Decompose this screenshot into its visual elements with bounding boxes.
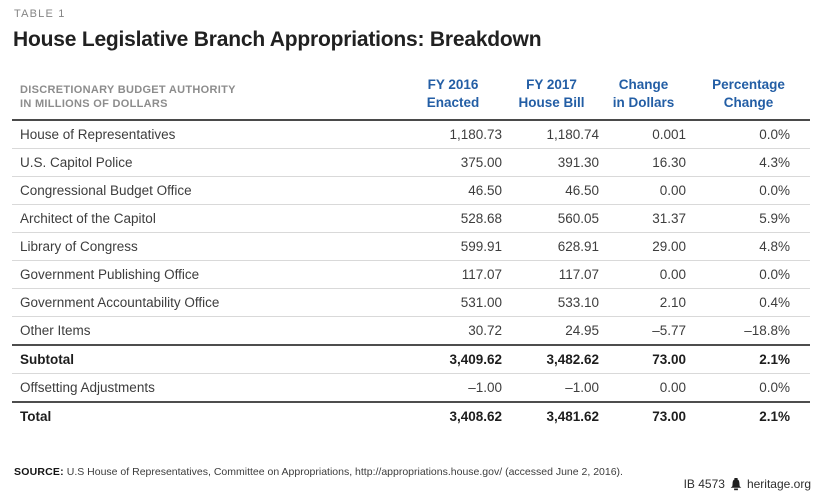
cell-fy2017: 560.05 — [503, 203, 600, 233]
column-header-percentage-change: Percentage Change — [687, 76, 810, 121]
appropriations-table: DISCRETIONARY BUDGET AUTHORITY IN MILLIO… — [12, 76, 810, 430]
column-header-line: Change — [723, 94, 774, 110]
cell-change-dollars: 73.00 — [600, 343, 687, 374]
table-row: Government Accountability Office 531.00 … — [12, 287, 810, 317]
cell-fy2017: 1,180.74 — [546, 126, 599, 142]
cell-fy2016: 528.68 — [403, 203, 503, 233]
cell-percentage-change: 4.3% — [687, 147, 810, 177]
report-table-figure: TABLE 1 House Legislative Branch Appropr… — [12, 8, 815, 491]
table-row: Government Publishing Office 117.07 117.… — [12, 259, 810, 289]
cell-percentage-change: 0.0% — [687, 259, 810, 289]
stub-header-line1: DISCRETIONARY BUDGET AUTHORITY — [20, 83, 236, 96]
liberty-bell-icon — [730, 477, 742, 491]
cell-fy2017: 3,482.62 — [503, 343, 600, 374]
source-text: U.S House of Representatives, Committee … — [63, 465, 623, 478]
cell-fy2016: 30.72 — [403, 315, 503, 345]
column-header-line: FY 2016 — [427, 77, 479, 92]
row-label: Government Publishing Office — [12, 259, 403, 289]
cell-percentage-change: 2.1% — [687, 400, 810, 430]
cell-percentage-change: 4.8% — [687, 231, 810, 261]
cell-fy2016: 375.00 — [403, 147, 503, 177]
cell-change-dollars: –5.77 — [600, 315, 687, 345]
row-label: Total — [12, 400, 403, 430]
table-row: Architect of the Capitol 528.68 560.05 3… — [12, 203, 810, 233]
table-row: Subtotal 3,409.62 3,482.62 73.00 2.1% — [12, 343, 810, 374]
table-row: Congressional Budget Office 46.50 46.50 … — [12, 175, 810, 205]
cell-fy2017: 46.50 — [503, 175, 600, 205]
cell-change-dollars: 2.10 — [600, 287, 687, 317]
cell-change-dollars: 0.00 — [600, 372, 687, 402]
stub-header-line2: IN MILLIONS OF DOLLARS — [20, 98, 168, 111]
stub-header: DISCRETIONARY BUDGET AUTHORITY IN MILLIO… — [12, 76, 403, 121]
row-label: Subtotal — [12, 343, 403, 374]
cell-change-dollars: 0.00 — [600, 259, 687, 289]
cell-fy2016: 3,409.62 — [403, 343, 503, 374]
row-label: Other Items — [12, 315, 403, 345]
cell-change-dollars: 0.001 — [652, 126, 686, 142]
row-label: Architect of the Capitol — [12, 203, 403, 233]
column-header-line: House Bill — [518, 94, 585, 110]
cell-change-dollars: 73.00 — [600, 400, 687, 430]
table-row: House of Representatives 1,180.73 1,180.… — [12, 120, 810, 149]
cell-percentage-change: –18.8% — [687, 315, 810, 345]
cell-percentage-change: 5.9% — [687, 203, 810, 233]
column-header-line: in Dollars — [612, 94, 675, 110]
cell-fy2016: 531.00 — [403, 287, 503, 317]
column-header-change-dollars: Change in Dollars — [600, 76, 687, 121]
cell-fy2017: 117.07 — [503, 259, 600, 289]
cell-fy2017: 391.30 — [503, 147, 600, 177]
column-header-fy2017: FY 2017 House Bill — [503, 76, 600, 121]
row-label: Offsetting Adjustments — [12, 372, 403, 402]
cell-percentage-change: 0.0% — [687, 372, 810, 402]
cell-change-dollars: 31.37 — [600, 203, 687, 233]
page-title: House Legislative Branch Appropriations:… — [13, 28, 542, 51]
table-header: DISCRETIONARY BUDGET AUTHORITY IN MILLIO… — [12, 76, 810, 121]
cell-fy2017: –1.00 — [503, 372, 600, 402]
cell-fy2017: 3,481.62 — [503, 400, 600, 430]
table-row: U.S. Capitol Police 375.00 391.30 16.30 … — [12, 147, 810, 177]
cell-fy2017: 24.95 — [503, 315, 600, 345]
column-header-fy2016: FY 2016 Enacted — [403, 76, 503, 121]
table-label: TABLE 1 — [14, 8, 66, 20]
source-note: SOURCE: U.S House of Representatives, Co… — [12, 466, 815, 478]
cell-fy2016: 1,180.73 — [449, 126, 502, 142]
cell-fy2016: 3,408.62 — [403, 400, 503, 430]
cell-fy2016: –1.00 — [403, 372, 503, 402]
row-label: Government Accountability Office — [12, 287, 403, 317]
source-label: SOURCE: — [14, 465, 64, 478]
row-label: Congressional Budget Office — [12, 175, 403, 205]
table-row: Other Items 30.72 24.95 –5.77 –18.8% — [12, 315, 810, 345]
cell-percentage-change: 0.0% — [687, 175, 810, 205]
cell-fy2017: 628.91 — [503, 231, 600, 261]
column-header-line: Enacted — [426, 94, 480, 110]
cell-percentage-change: 0.0% — [759, 126, 790, 142]
footer: IB 4573 heritage.org — [684, 477, 811, 491]
cell-change-dollars: 0.00 — [600, 175, 687, 205]
table-row: Total 3,408.62 3,481.62 73.00 2.1% — [12, 400, 810, 430]
row-label: House of Representatives — [20, 126, 176, 142]
table-row: Library of Congress 599.91 628.91 29.00 … — [12, 231, 810, 261]
cell-change-dollars: 29.00 — [600, 231, 687, 261]
table-row: Offsetting Adjustments –1.00 –1.00 0.00 … — [12, 372, 810, 402]
cell-percentage-change: 2.1% — [687, 343, 810, 374]
row-label: Library of Congress — [12, 231, 403, 261]
table-body: House of Representatives 1,180.73 1,180.… — [12, 120, 810, 430]
cell-percentage-change: 0.4% — [687, 287, 810, 317]
cell-fy2017: 533.10 — [503, 287, 600, 317]
column-header-line: Percentage — [712, 77, 785, 92]
cell-fy2016: 117.07 — [403, 259, 503, 289]
column-header-line: Change — [618, 77, 669, 92]
column-header-line: FY 2017 — [526, 77, 577, 92]
site-name: heritage.org — [746, 477, 811, 491]
document-id: IB 4573 — [683, 477, 725, 491]
cell-fy2016: 46.50 — [403, 175, 503, 205]
cell-fy2016: 599.91 — [403, 231, 503, 261]
row-label: U.S. Capitol Police — [12, 147, 403, 177]
cell-change-dollars: 16.30 — [600, 147, 687, 177]
